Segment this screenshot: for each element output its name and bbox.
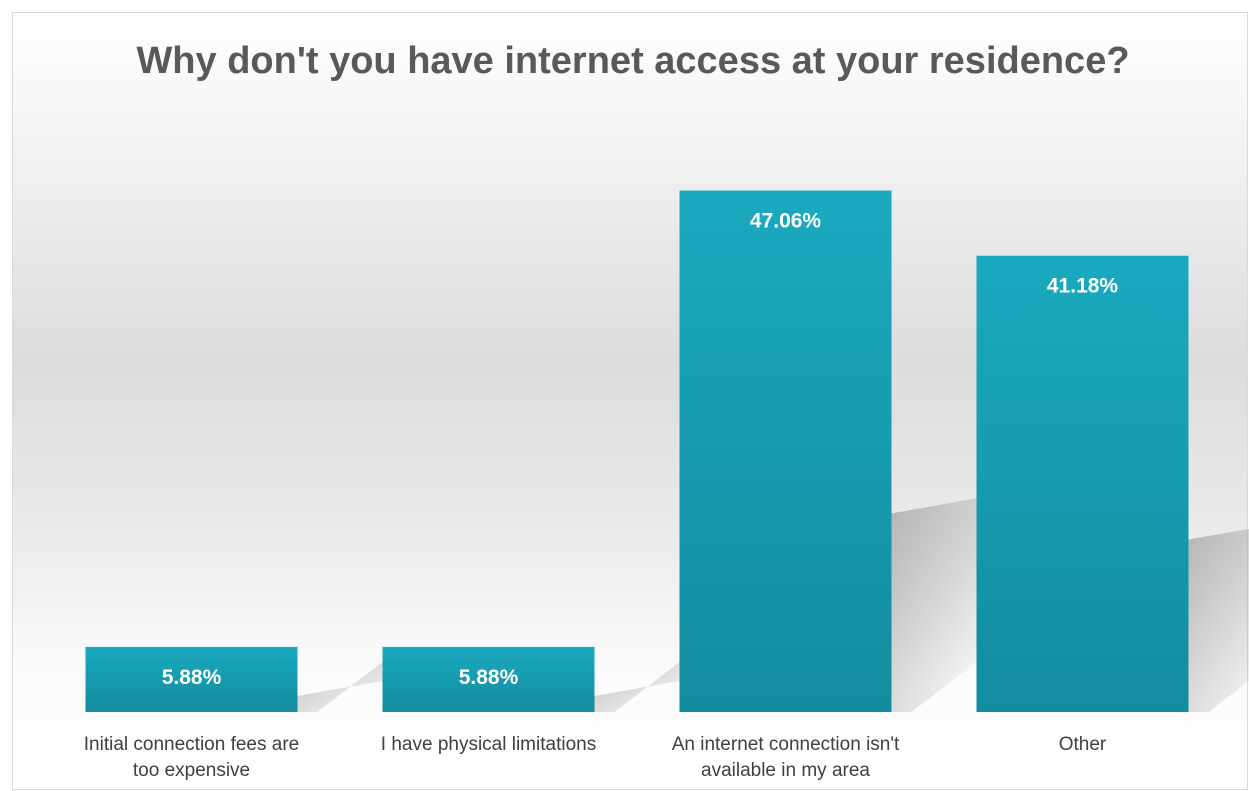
data-labels: 5.88% 5.88% 47.06% 41.18% — [162, 210, 1119, 689]
bar-shadow — [891, 498, 977, 712]
category-label-line: Other — [1059, 734, 1107, 755]
category-label-line: available in my area — [701, 760, 870, 781]
category-label: Other — [1059, 734, 1107, 755]
category-label-line: An internet connection isn't — [672, 734, 900, 755]
bar-shadow — [1188, 528, 1249, 712]
bar-shadow — [594, 662, 680, 712]
bar — [382, 646, 595, 712]
category-label: Initial connection fees are too expensive — [84, 734, 299, 781]
bar — [85, 646, 298, 712]
category-labels: Initial connection fees are too expensive… — [84, 734, 1107, 781]
bar — [679, 190, 892, 712]
bar-shadow — [297, 662, 383, 712]
category-label-line: I have physical limitations — [381, 734, 596, 755]
chart-frame: Why don't you have internet access at yo… — [12, 12, 1249, 790]
category-label-line: Initial connection fees are — [84, 734, 299, 755]
category-label: An internet connection isn't available in… — [672, 734, 900, 781]
bars — [85, 190, 1189, 713]
category-label: I have physical limitations — [381, 734, 596, 755]
data-label: 47.06% — [750, 210, 822, 233]
data-label: 5.88% — [162, 666, 222, 689]
bar-chart: 5.88% 5.88% 47.06% 41.18% Initial connectio… — [84, 190, 1249, 781]
category-label-line: too expensive — [133, 760, 250, 781]
chart-title: Why don't you have internet access at yo… — [136, 40, 1130, 82]
data-label: 5.88% — [459, 666, 519, 689]
data-label: 41.18% — [1047, 275, 1119, 298]
bar — [976, 255, 1189, 713]
bar-shadows — [297, 498, 1249, 712]
